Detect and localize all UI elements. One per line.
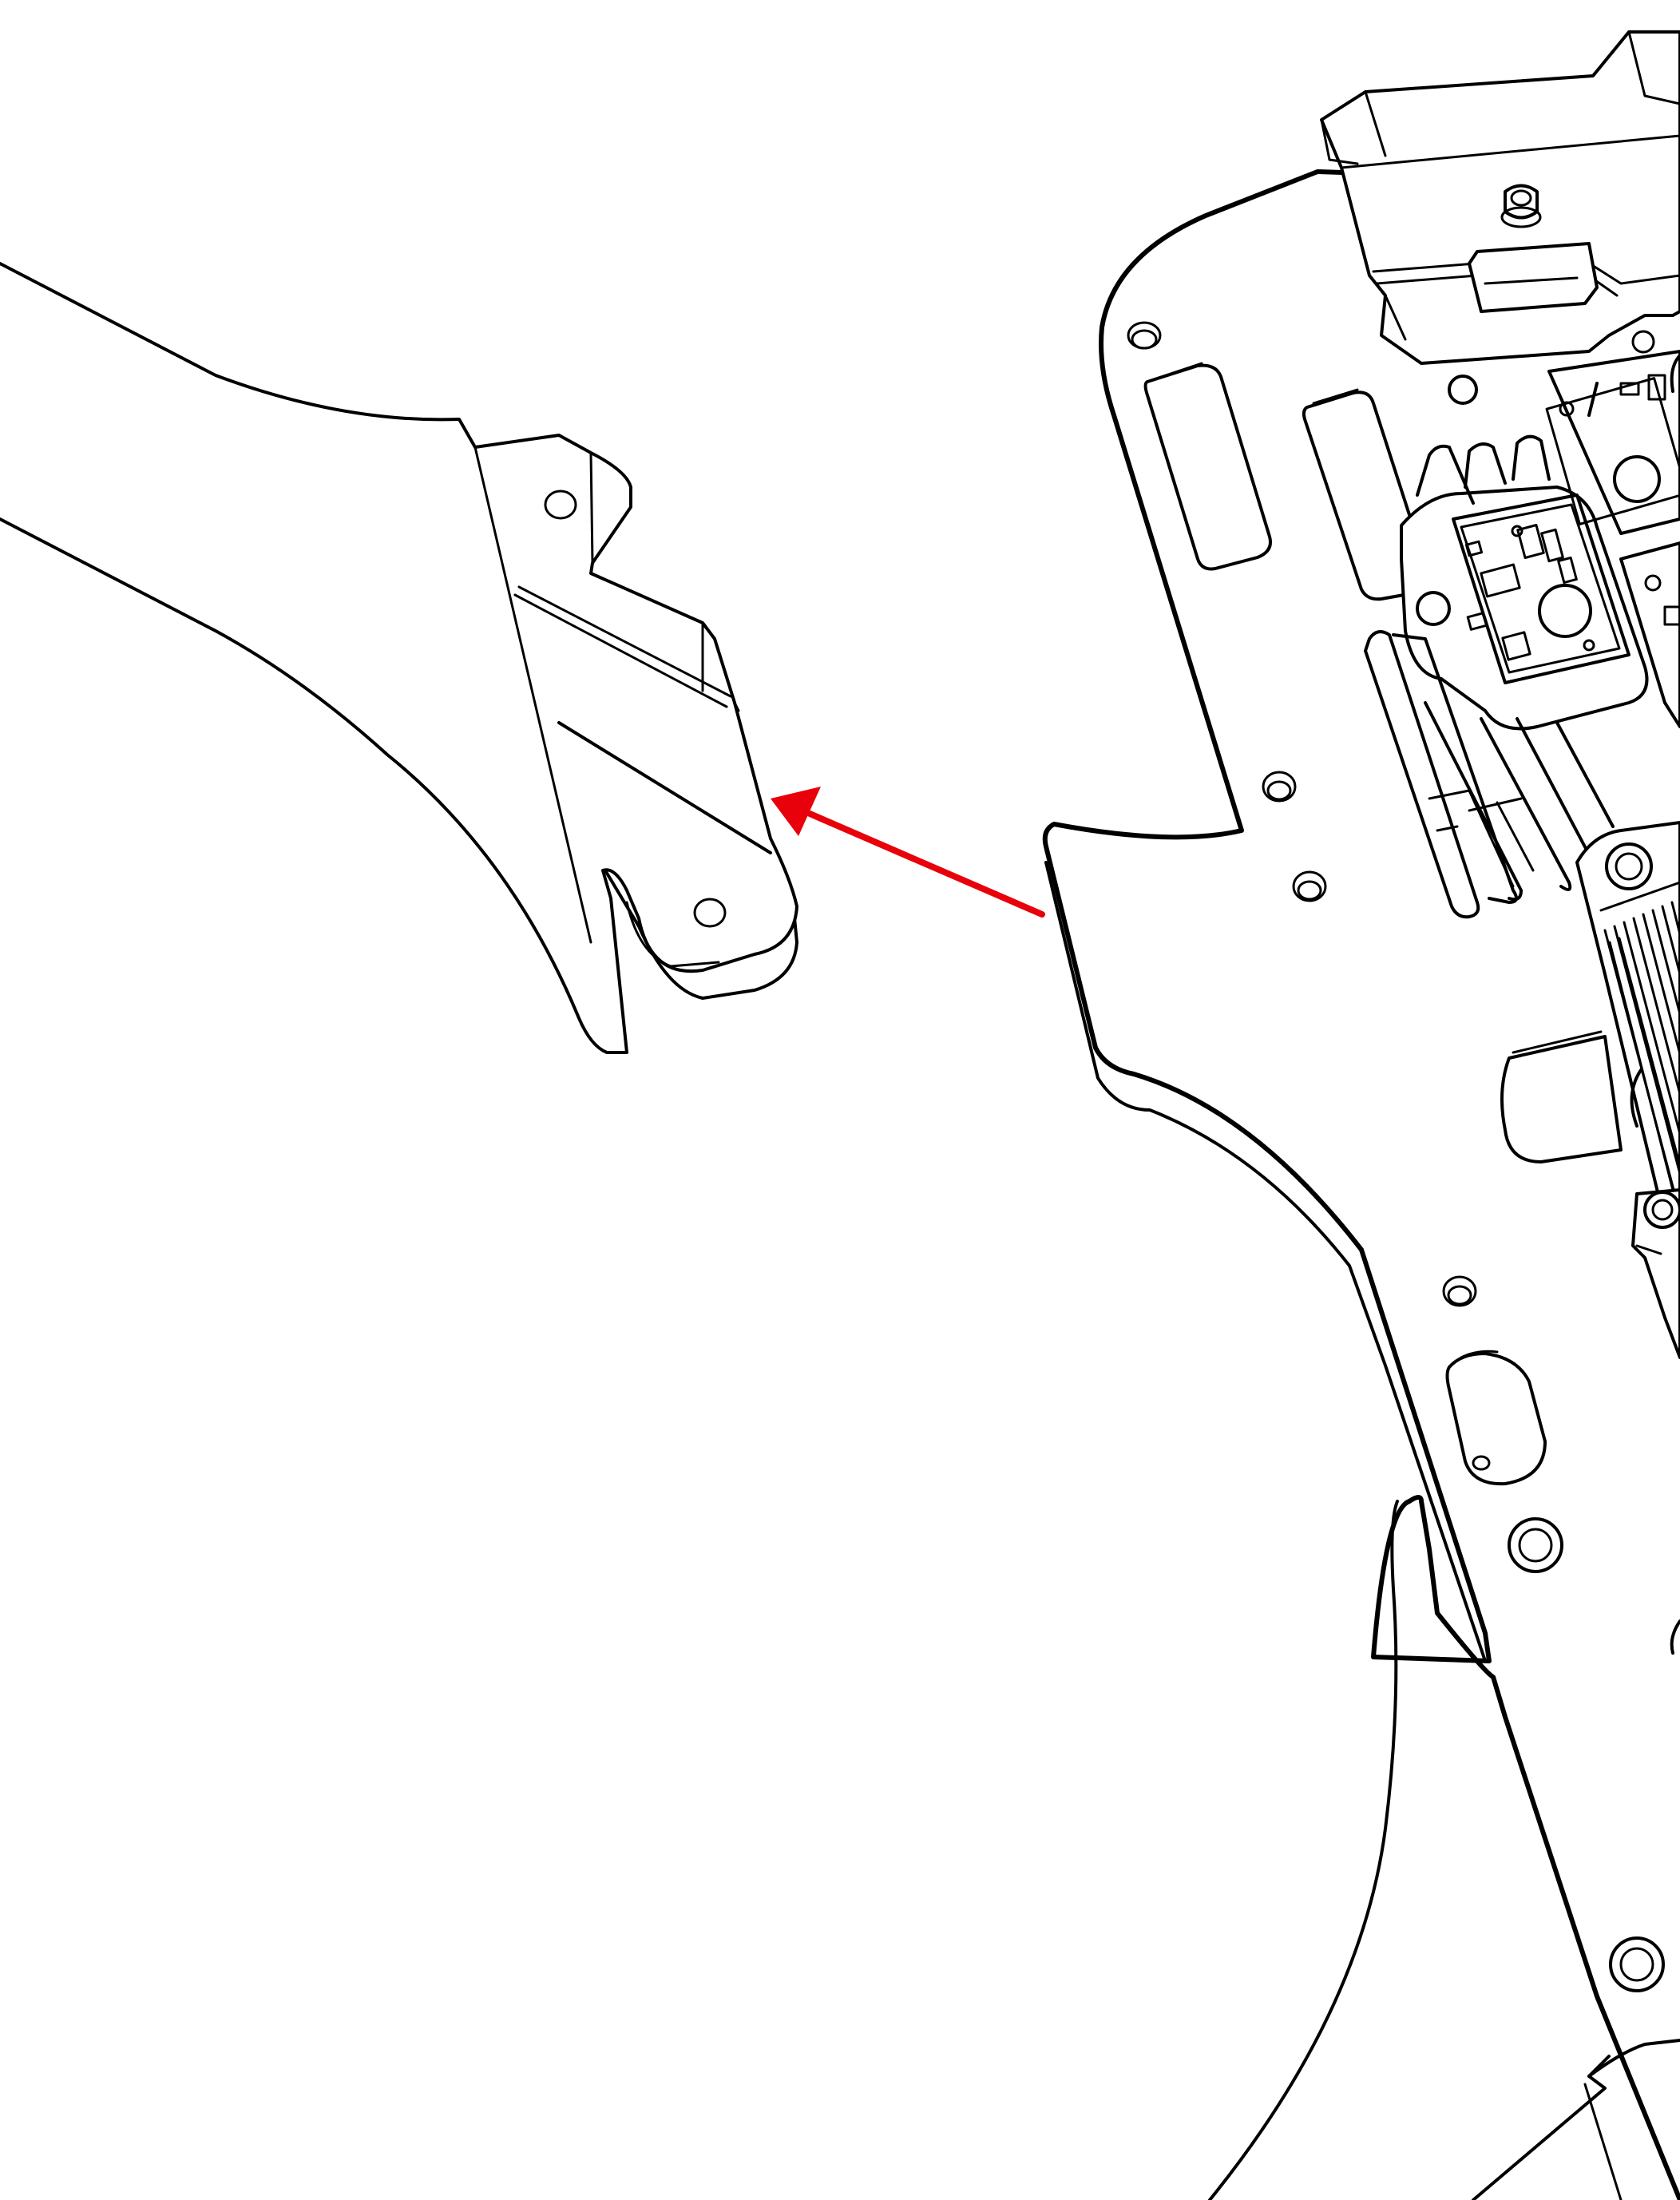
assembly-direction-arrow — [771, 787, 1045, 918]
stepper-motor — [1320, 30, 1680, 405]
detached-corner-part — [0, 262, 798, 1054]
main-frame-plate — [1042, 169, 1680, 2200]
heatsink — [1500, 821, 1680, 1359]
circuit-board — [1400, 350, 1680, 731]
guide-rods — [1364, 630, 1615, 919]
